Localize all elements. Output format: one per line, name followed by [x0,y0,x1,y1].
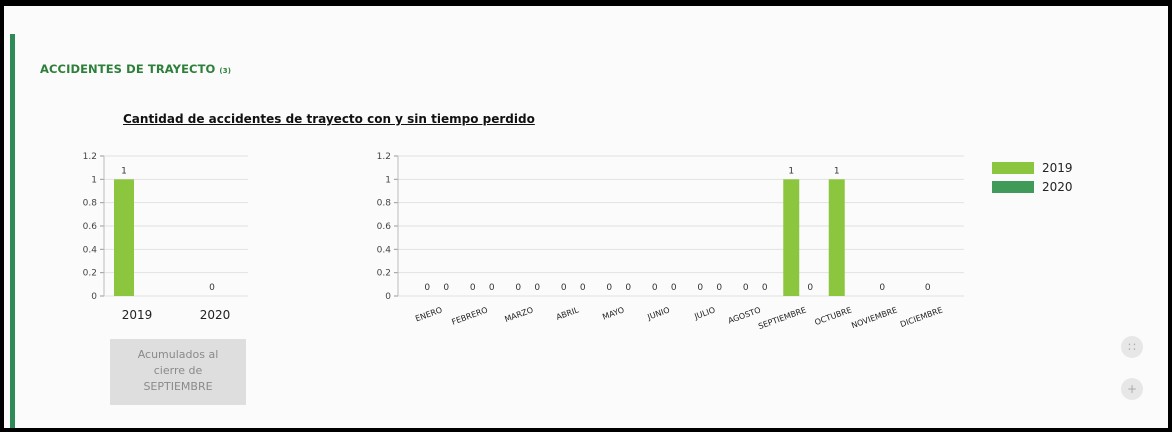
accumulated-label-line1: Acumulados al [137,348,219,361]
month-bar-2019 [828,179,845,296]
month-ytick-label: 1.2 [377,152,391,162]
section-title-text: ACCIDENTES DE TRAYECTO [40,62,216,76]
zoom-in-icon: + [1126,382,1138,396]
month-data-label: 0 [925,283,931,293]
acc-ytick-label: 0.6 [83,222,98,232]
acc-ytick-label: 1 [91,175,97,185]
chart-title: Cantidad de accidentes de trayecto con y… [123,112,535,126]
legend-swatch-2020 [992,180,1034,193]
acc-data-label: 1 [121,166,127,176]
section-accent-bar [10,34,15,428]
month-ytick-label: 0 [385,292,391,302]
fit-button[interactable]: ∷ [1121,336,1143,358]
month-data-label: 0 [443,283,449,293]
month-data-label: 0 [652,283,658,293]
month-data-label: 0 [561,283,567,293]
month-xtick-label: JULIO [692,305,716,321]
month-data-label: 0 [534,283,540,293]
month-ytick-label: 0.2 [377,269,391,279]
acc-xtick-label: 2020 [200,308,231,322]
month-ytick-label: 1 [385,175,391,185]
month-bar-2019 [783,179,800,296]
month-data-label: 0 [470,283,476,293]
month-data-label: 0 [489,283,495,293]
legend-item-2020[interactable]: 2020 [992,177,1073,196]
month-data-label: 1 [834,166,840,176]
month-data-label: 0 [671,283,677,293]
acc-ytick-label: 0.8 [83,199,98,209]
month-data-label: 0 [716,283,722,293]
month-xtick-label: FEBRERO [450,305,488,326]
month-xtick-label: SEPTIEMBRE [757,305,807,331]
month-xtick-label: OCTUBRE [813,305,852,327]
month-ytick-label: 0.6 [377,222,392,232]
month-xtick-label: NOVIEMBRE [850,305,898,330]
legend-item-2019[interactable]: 2019 [992,158,1073,177]
acc-ytick-label: 1.2 [83,152,97,162]
acc-ytick-label: 0.2 [83,269,97,279]
section-title: ACCIDENTES DE TRAYECTO (3) [40,62,231,76]
acc-ytick-label: 0 [91,292,97,302]
month-data-label: 0 [697,283,703,293]
legend-label-2020: 2020 [1042,179,1073,194]
month-data-label: 0 [424,283,430,293]
section-note: (3) [219,67,231,75]
legend-label-2019: 2019 [1042,160,1073,175]
legend: 2019 2020 [992,158,1073,196]
acc-xtick-label: 2019 [122,308,153,322]
zoom-in-button[interactable]: + [1121,378,1143,400]
month-data-label: 0 [580,283,586,293]
month-data-label: 0 [807,283,813,293]
acc-bar [114,179,134,296]
fit-icon: ∷ [1128,340,1136,354]
acc-data-label: 0 [209,283,215,293]
acc-ytick-label: 0.4 [83,245,98,255]
month-data-label: 0 [743,283,749,293]
month-xtick-label: MARZO [503,305,534,324]
month-data-label: 0 [879,283,885,293]
month-data-label: 0 [606,283,612,293]
month-data-label: 0 [515,283,521,293]
month-xtick-label: DICIEMBRE [899,305,944,329]
month-xtick-label: ABRIL [555,305,581,322]
accumulated-label-line2: cierre de [153,364,203,377]
dashboard-panel: ACCIDENTES DE TRAYECTO (3) Cantidad de ac… [4,6,1168,428]
accumulated-label: Acumulados al cierre de SEPTIEMBRE [110,339,246,405]
month-data-label: 0 [625,283,631,293]
month-xtick-label: ENERO [414,305,443,323]
charts-canvas: 0 0.2 0.4 0.6 0.8 1 1.2 1 2019 0 2020 0 0.2 0.4 0.6 0.8… [83,152,964,331]
month-data-label: 0 [762,283,768,293]
month-ytick-label: 0.8 [377,199,392,209]
month-ytick-label: 0.4 [377,245,392,255]
month-data-label: 1 [788,166,794,176]
accumulated-label-line3: SEPTIEMBRE [143,380,213,393]
legend-swatch-2019 [992,161,1034,174]
month-xtick-label: MAYO [601,305,625,321]
month-xtick-label: JUNIO [645,305,670,322]
